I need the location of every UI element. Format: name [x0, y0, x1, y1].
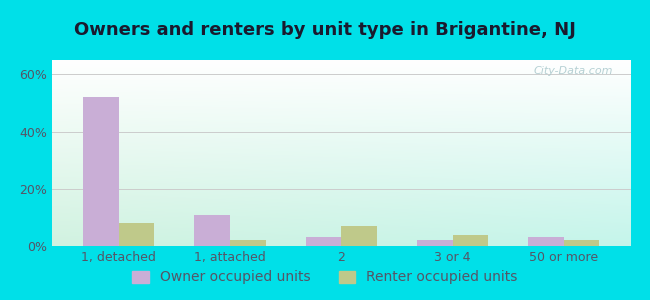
Bar — [452, 235, 488, 246]
Bar — [341, 226, 377, 246]
Text: Owners and renters by unit type in Brigantine, NJ: Owners and renters by unit type in Briga… — [74, 21, 576, 39]
Legend: Owner occupied units, Renter occupied units: Owner occupied units, Renter occupied un… — [127, 265, 523, 290]
Bar — [528, 237, 564, 246]
Bar — [306, 237, 341, 246]
Bar — [119, 223, 154, 246]
Bar — [417, 240, 452, 246]
Bar — [564, 240, 599, 246]
Bar — [194, 214, 230, 246]
Bar — [83, 97, 119, 246]
Bar — [230, 240, 266, 246]
Text: City-Data.com: City-Data.com — [534, 66, 613, 76]
